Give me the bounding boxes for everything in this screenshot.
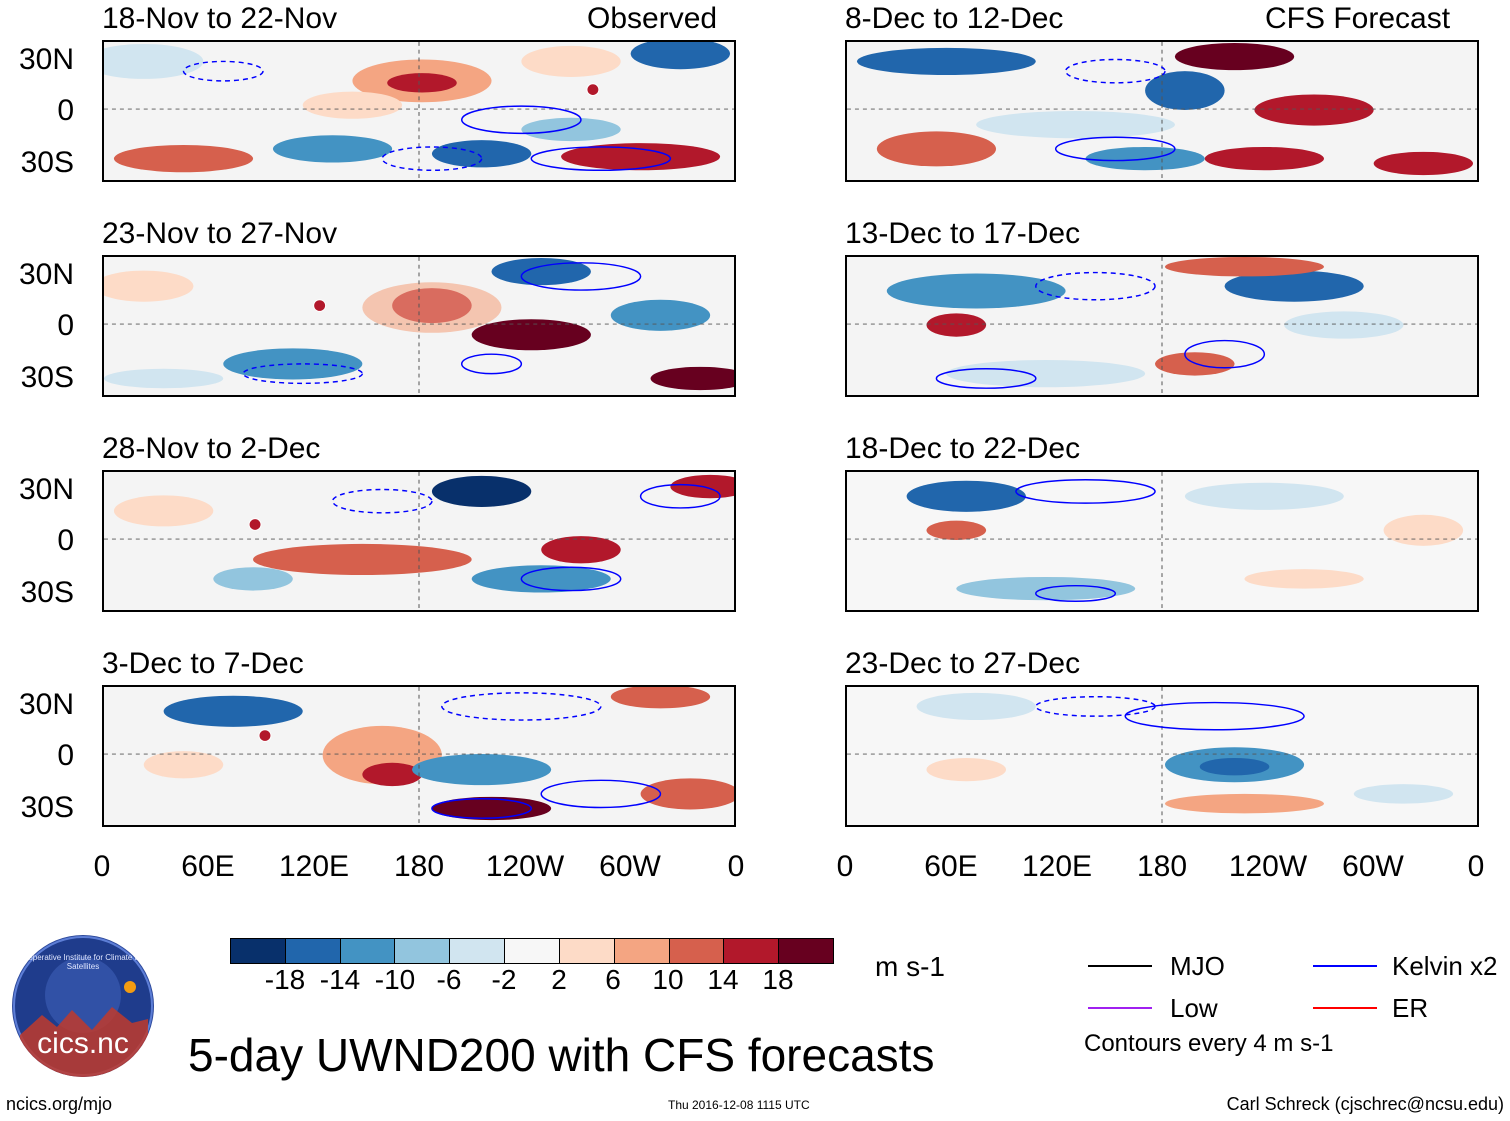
colorbar-swatch — [724, 939, 780, 963]
colorbar-swatch — [669, 939, 725, 963]
legend-mjo-label: MJO — [1170, 951, 1225, 981]
logo-ring-text: Cooperative Institute for Climate and Sa… — [18, 953, 148, 971]
logo-text: cics.nc — [37, 1027, 129, 1060]
lon-label-60e: 60E — [924, 850, 978, 883]
colorbar-label: -18 — [264, 964, 306, 995]
footer-author: Carl Schreck (cjschrec@ncsu.edu) — [1226, 1094, 1504, 1114]
lon-label-0-end: 0 — [727, 850, 745, 883]
colorbar-swatch — [559, 939, 615, 963]
colorbar-swatch — [340, 939, 396, 963]
lat-label-30s: 30S — [20, 146, 74, 179]
colorbar-swatch — [450, 939, 506, 963]
cics-logo: cics.nc Cooperative Institute for Climat… — [12, 935, 154, 1077]
map-panel-fcst-2 — [845, 255, 1479, 397]
lat-label-30n: 30N — [18, 688, 74, 721]
panel-title-3: 28-Nov to 2-Dec — [102, 432, 321, 465]
lon-label-120e: 120E — [1021, 850, 1093, 883]
contours-note: Contours every 4 m s-1 — [1084, 1030, 1334, 1057]
lat-label-0: 0 — [57, 524, 74, 557]
colorbar-swatch — [779, 939, 833, 963]
colorbar-swatch — [614, 939, 670, 963]
colorbar — [230, 938, 834, 964]
lat-label-0: 0 — [57, 739, 74, 772]
colorbar-label: 2 — [551, 964, 567, 995]
legend-kelvin-line — [1313, 965, 1377, 967]
footer-timestamp: Thu 2016-12-08 1115 UTC — [668, 1098, 810, 1112]
panel-title-2: 23-Nov to 27-Nov — [102, 217, 338, 250]
legend-low-label: Low — [1170, 993, 1218, 1023]
lat-label-30n: 30N — [18, 473, 74, 506]
panel-title-7: 18-Dec to 22-Dec — [845, 432, 1081, 465]
map-panel-obs-3 — [102, 470, 736, 612]
legend-mjo-line — [1088, 965, 1152, 967]
legend-er-line — [1313, 1007, 1377, 1009]
lat-label-30n: 30N — [18, 258, 74, 291]
lon-label-180: 180 — [393, 850, 445, 883]
colorbar-label: 18 — [762, 964, 794, 995]
colorbar-label: 14 — [707, 964, 739, 995]
map-panel-obs-4 — [102, 685, 736, 827]
colorbar-label: 6 — [605, 964, 621, 995]
lat-label-30s: 30S — [20, 791, 74, 824]
map-panel-fcst-3 — [845, 470, 1479, 612]
colorbar-swatch — [505, 939, 560, 963]
colorbar-label: 10 — [652, 964, 684, 995]
logo-graphic — [13, 936, 153, 1077]
lat-label-0: 0 — [57, 94, 74, 127]
lon-label-180: 180 — [1136, 850, 1188, 883]
lat-label-30s: 30S — [20, 576, 74, 609]
lat-label-30s: 30S — [20, 361, 74, 394]
colorbar-label: -14 — [319, 964, 361, 995]
lon-label-60e: 60E — [181, 850, 235, 883]
lon-label-0: 0 — [836, 850, 854, 883]
lat-label-0: 0 — [57, 309, 74, 342]
legend-kelvin-label: Kelvin x2 — [1392, 951, 1498, 981]
panel-title-6: 13-Dec to 17-Dec — [845, 217, 1081, 250]
colorbar-label: -2 — [491, 964, 517, 995]
lat-label-30n: 30N — [18, 43, 74, 76]
map-panel-fcst-4 — [845, 685, 1479, 827]
map-panel-fcst-1 — [845, 40, 1479, 182]
lon-label-60w: 60W — [599, 850, 661, 883]
main-title: 5-day UWND200 with CFS forecasts — [188, 1029, 935, 1081]
colorbar-swatch — [285, 939, 341, 963]
lon-label-120w: 120W — [485, 850, 565, 883]
colorbar-swatch — [231, 939, 286, 963]
lon-label-120w: 120W — [1228, 850, 1308, 883]
colorbar-unit: m s-1 — [875, 951, 945, 982]
colorbar-swatch — [395, 939, 451, 963]
lon-label-120e: 120E — [278, 850, 350, 883]
panel-title-5: 8-Dec to 12-Dec — [845, 2, 1064, 35]
legend-er-label: ER — [1392, 993, 1429, 1023]
observed-label: Observed — [587, 2, 718, 35]
map-panel-obs-2 — [102, 255, 736, 397]
lon-label-0-end: 0 — [1467, 850, 1485, 883]
lon-label-60w: 60W — [1342, 850, 1404, 883]
colorbar-label: -6 — [436, 964, 462, 995]
panel-title-4: 3-Dec to 7-Dec — [102, 647, 304, 680]
footer-url[interactable]: ncics.org/mjo — [6, 1094, 113, 1114]
legend-low-line — [1088, 1007, 1152, 1009]
panel-title-1: 18-Nov to 22-Nov — [102, 2, 338, 35]
colorbar-label: -10 — [374, 964, 416, 995]
lon-label-0: 0 — [93, 850, 111, 883]
map-panel-obs-1 — [102, 40, 736, 182]
panel-title-8: 23-Dec to 27-Dec — [845, 647, 1081, 680]
cfs-forecast-label: CFS Forecast — [1265, 2, 1451, 35]
